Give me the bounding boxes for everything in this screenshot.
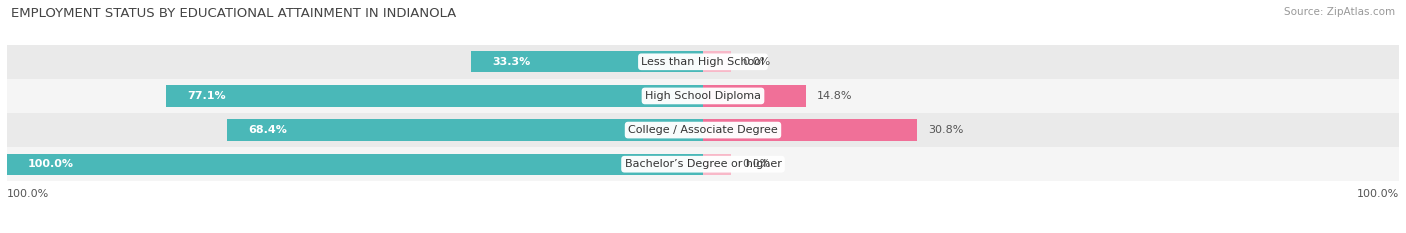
Bar — [703, 120, 917, 141]
Bar — [7, 147, 1399, 181]
Text: 14.8%: 14.8% — [817, 91, 852, 101]
Text: Bachelor’s Degree or higher: Bachelor’s Degree or higher — [624, 159, 782, 169]
Bar — [7, 113, 1399, 147]
Bar — [471, 51, 703, 72]
Text: 100.0%: 100.0% — [7, 189, 49, 199]
Bar — [226, 120, 703, 141]
Text: 30.8%: 30.8% — [928, 125, 965, 135]
Text: Source: ZipAtlas.com: Source: ZipAtlas.com — [1284, 7, 1395, 17]
Text: High School Diploma: High School Diploma — [645, 91, 761, 101]
Bar — [7, 45, 1399, 79]
Bar — [703, 51, 731, 72]
Text: 0.0%: 0.0% — [742, 57, 770, 67]
Bar — [703, 85, 806, 106]
Bar — [7, 154, 703, 175]
Text: 77.1%: 77.1% — [187, 91, 226, 101]
Bar — [703, 154, 731, 175]
Text: EMPLOYMENT STATUS BY EDUCATIONAL ATTAINMENT IN INDIANOLA: EMPLOYMENT STATUS BY EDUCATIONAL ATTAINM… — [11, 7, 457, 20]
Text: College / Associate Degree: College / Associate Degree — [628, 125, 778, 135]
Text: Less than High School: Less than High School — [641, 57, 765, 67]
Text: 100.0%: 100.0% — [28, 159, 75, 169]
Text: 68.4%: 68.4% — [247, 125, 287, 135]
Text: 33.3%: 33.3% — [492, 57, 530, 67]
Bar — [166, 85, 703, 106]
Text: 0.0%: 0.0% — [742, 159, 770, 169]
Text: 100.0%: 100.0% — [1357, 189, 1399, 199]
Bar — [7, 79, 1399, 113]
